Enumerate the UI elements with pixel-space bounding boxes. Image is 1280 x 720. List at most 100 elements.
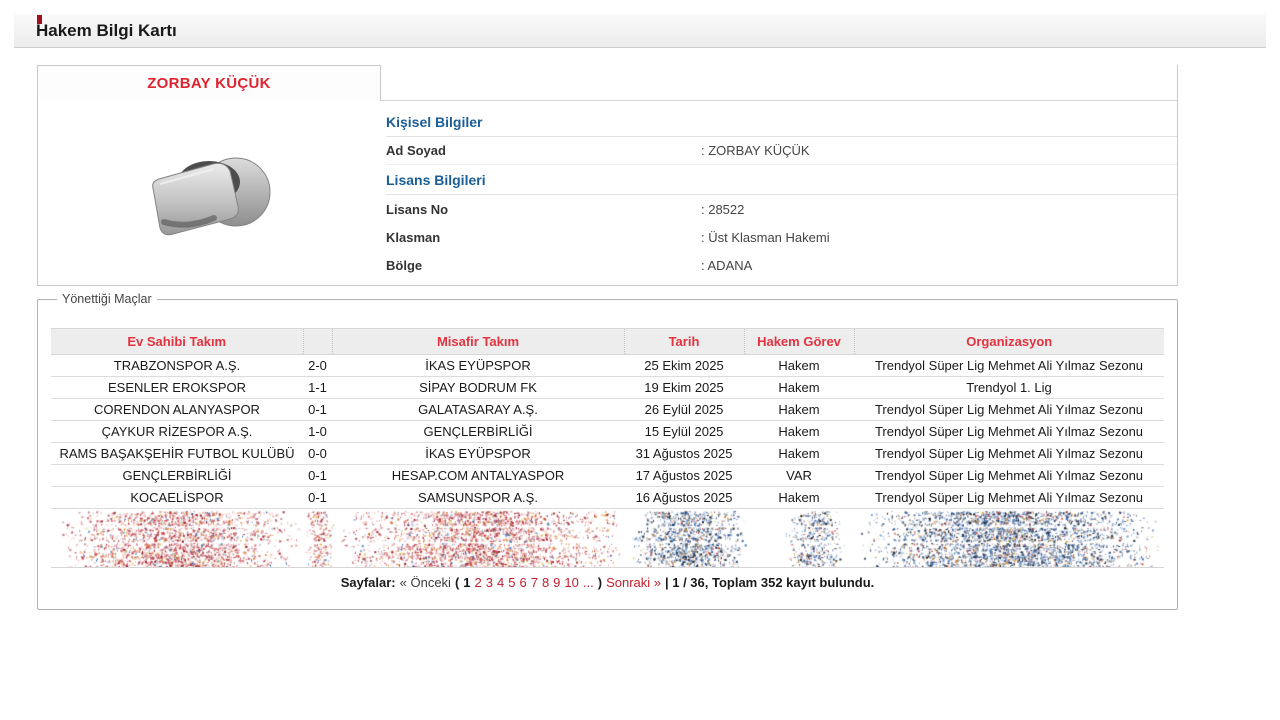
column-header: Ev Sahibi Takım (51, 329, 303, 355)
field-value: : 28522 (701, 202, 744, 217)
field-row-bolge: Bölge : ADANA (386, 251, 1177, 279)
next-page-link[interactable]: Sonraki » (606, 575, 661, 590)
pagination-label: Sayfalar: (341, 575, 396, 590)
away-cell: İKAS EYÜPSPOR (332, 443, 624, 465)
previous-page-link[interactable]: « Önceki (400, 575, 451, 590)
org-cell: Trendyol Süper Lig Mehmet Ali Yılmaz Sez… (854, 421, 1164, 443)
red-bullet-icon (37, 15, 42, 24)
page-number-link[interactable]: 1 (463, 575, 470, 590)
score-cell: 1-1 (303, 377, 332, 399)
pagination: Sayfalar: « Önceki (1 2 3 4 5 6 7 8 9 10...) Sonraki… (51, 568, 1164, 594)
referee-name-tab[interactable]: ZORBAY KÜÇÜK (38, 65, 381, 101)
home-cell: TRABZONSPOR A.Ş. (51, 355, 303, 377)
page-number-link[interactable]: 7 (531, 575, 538, 590)
page-number-link[interactable]: 4 (497, 575, 504, 590)
role-cell: Hakem (744, 487, 854, 509)
paren-close: ) (598, 575, 602, 590)
tabs-row: ZORBAY KÜÇÜK (38, 65, 1177, 101)
match-row: TRABZONSPOR A.Ş. 2-0 İKAS EYÜPSPOR 25 Ekim … (51, 355, 1164, 377)
match-row: GENÇLERBİRLİĞİ 0-1 HESAP.COM ANTALYASPOR 17… (51, 465, 1164, 487)
table-header-row: Ev Sahibi Takım Misafir Takım Tarih Hakem G… (51, 329, 1164, 355)
role-cell: Hakem (744, 355, 854, 377)
role-cell: Hakem (744, 421, 854, 443)
role-cell: Hakem (744, 377, 854, 399)
score-cell: 0-0 (303, 443, 332, 465)
page-number-link[interactable]: 10 (564, 575, 578, 590)
column-header: Hakem Görev (744, 329, 854, 355)
obscured-rows-area (51, 509, 1164, 568)
field-label: Ad Soyad (386, 143, 701, 158)
away-cell: HESAP.COM ANTALYASPOR (332, 465, 624, 487)
field-row-lisansno: Lisans No : 28522 (386, 195, 1177, 223)
home-cell: ÇAYKUR RİZESPOR A.Ş. (51, 421, 303, 443)
org-cell: Trendyol Süper Lig Mehmet Ali Yılmaz Sez… (854, 399, 1164, 421)
page-ellipsis: ... (583, 575, 594, 590)
org-cell: Trendyol Süper Lig Mehmet Ali Yılmaz Sez… (854, 355, 1164, 377)
page-title: Hakem Bilgi Kartı (36, 21, 177, 41)
matches-fieldset: Yönettiği Maçlar Ev Sahibi Takım Misafir … (37, 292, 1178, 610)
date-cell: 15 Eylül 2025 (624, 421, 744, 443)
match-row: KOCAELİSPOR 0-1 SAMSUNSPOR A.Ş. 16 Ağustos … (51, 487, 1164, 509)
personal-info-heading: Kişisel Bilgiler (386, 107, 1177, 137)
referee-card: ZORBAY KÜÇÜK Kiş (37, 65, 1178, 286)
match-row: RAMS BAŞAKŞEHİR FUTBOL KULÜBÜ 0-0 İKAS EYÜ… (51, 443, 1164, 465)
matches-legend: Yönettiği Maçlar (57, 292, 157, 306)
score-cell: 0-1 (303, 465, 332, 487)
pagination-summary: | 1 / 36, Toplam 352 kayıt bulundu. (665, 575, 874, 590)
field-value: : ZORBAY KÜÇÜK (701, 143, 810, 158)
field-row-adsoyad: Ad Soyad : ZORBAY KÜÇÜK (386, 137, 1177, 165)
field-value: : ADANA (701, 258, 752, 273)
home-cell: GENÇLERBİRLİĞİ (51, 465, 303, 487)
org-cell: Trendyol Süper Lig Mehmet Ali Yılmaz Sez… (854, 443, 1164, 465)
date-cell: 17 Ağustos 2025 (624, 465, 744, 487)
page-number-link[interactable]: 6 (519, 575, 526, 590)
home-cell: ESENLER EROKSPOR (51, 377, 303, 399)
page-number-link[interactable]: 5 (508, 575, 515, 590)
page-number-link[interactable]: 2 (475, 575, 482, 590)
role-cell: VAR (744, 465, 854, 487)
column-header: Tarih (624, 329, 744, 355)
home-cell: KOCAELİSPOR (51, 487, 303, 509)
page-number-link[interactable]: 9 (553, 575, 560, 590)
referee-photo-area (38, 101, 382, 285)
date-cell: 19 Ekim 2025 (624, 377, 744, 399)
score-cell: 1-0 (303, 421, 332, 443)
away-cell: GENÇLERBİRLİĞİ (332, 421, 624, 443)
match-row: ÇAYKUR RİZESPOR A.Ş. 1-0 GENÇLERBİRLİĞİ 15 … (51, 421, 1164, 443)
field-value: : Üst Klasman Hakemi (701, 230, 830, 245)
page-header: Hakem Bilgi Kartı (14, 14, 1266, 48)
whistle-icon (146, 143, 274, 245)
matches-table: Ev Sahibi Takım Misafir Takım Tarih Hakem G… (51, 328, 1164, 509)
date-cell: 31 Ağustos 2025 (624, 443, 744, 465)
match-row: CORENDON ALANYASPOR 0-1 GALATASARAY A.Ş. 26… (51, 399, 1164, 421)
score-cell: 0-1 (303, 487, 332, 509)
obscured-rows-noise (51, 509, 1164, 567)
home-cell: CORENDON ALANYASPOR (51, 399, 303, 421)
column-header-score (303, 329, 332, 355)
tabs-row-filler (381, 65, 1177, 101)
away-cell: SAMSUNSPOR A.Ş. (332, 487, 624, 509)
date-cell: 16 Ağustos 2025 (624, 487, 744, 509)
field-label: Bölge (386, 258, 701, 273)
org-cell: Trendyol Süper Lig Mehmet Ali Yılmaz Sez… (854, 487, 1164, 509)
paren-open: ( (455, 575, 459, 590)
role-cell: Hakem (744, 399, 854, 421)
column-header: Misafir Takım (332, 329, 624, 355)
score-cell: 0-1 (303, 399, 332, 421)
referee-name: ZORBAY KÜÇÜK (147, 75, 271, 92)
match-row: ESENLER EROKSPOR 1-1 SİPAY BODRUM FK 19 Eki… (51, 377, 1164, 399)
date-cell: 26 Eylül 2025 (624, 399, 744, 421)
role-cell: Hakem (744, 443, 854, 465)
column-header: Organizasyon (854, 329, 1164, 355)
score-cell: 2-0 (303, 355, 332, 377)
away-cell: GALATASARAY A.Ş. (332, 399, 624, 421)
referee-info: Kişisel Bilgiler Ad Soyad : ZORBAY KÜÇÜK… (382, 101, 1177, 285)
page-number-link[interactable]: 8 (542, 575, 549, 590)
field-row-klasman: Klasman : Üst Klasman Hakemi (386, 223, 1177, 251)
home-cell: RAMS BAŞAKŞEHİR FUTBOL KULÜBÜ (51, 443, 303, 465)
away-cell: SİPAY BODRUM FK (332, 377, 624, 399)
page-number-link[interactable]: 3 (486, 575, 493, 590)
date-cell: 25 Ekim 2025 (624, 355, 744, 377)
org-cell: Trendyol Süper Lig Mehmet Ali Yılmaz Sez… (854, 465, 1164, 487)
away-cell: İKAS EYÜPSPOR (332, 355, 624, 377)
